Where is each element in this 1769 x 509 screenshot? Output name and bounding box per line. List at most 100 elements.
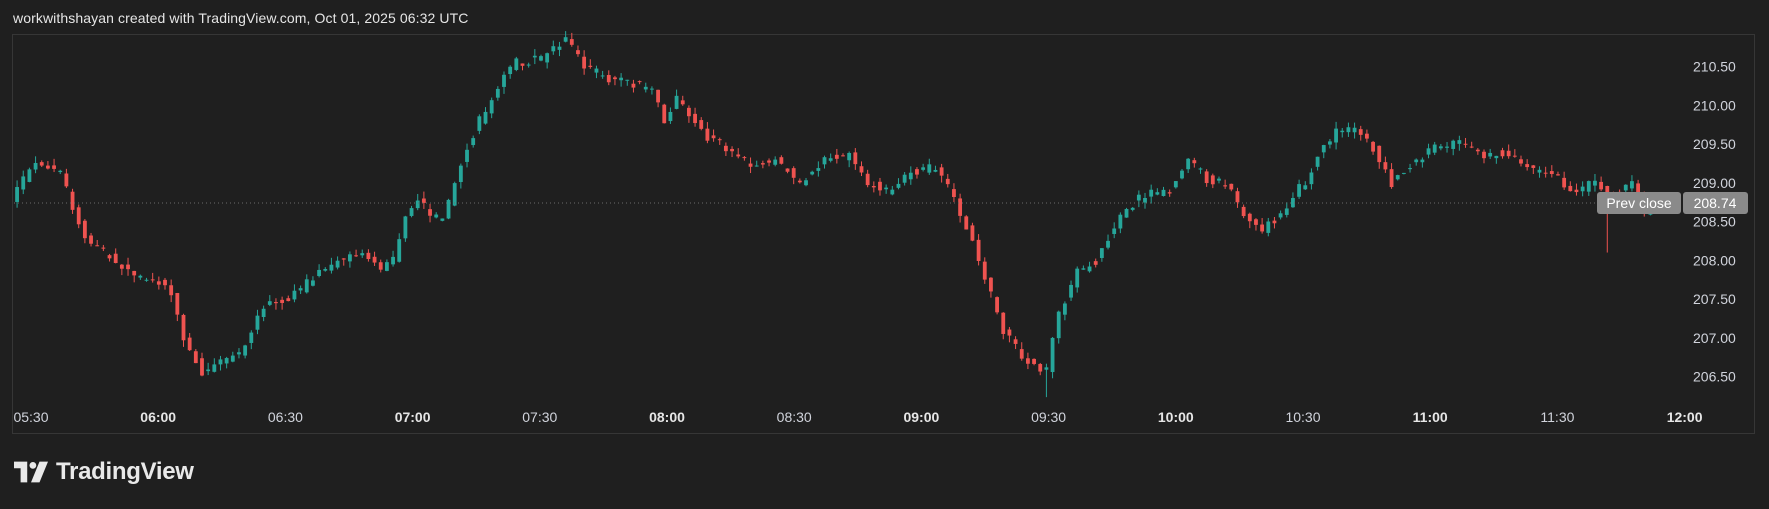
candle-body — [1494, 155, 1499, 159]
candle-body — [1161, 189, 1166, 196]
candle-body — [101, 247, 106, 249]
y-tick-label: 208.50 — [1693, 214, 1736, 230]
candle-body — [45, 165, 50, 169]
candle — [58, 169, 63, 175]
candle — [1019, 342, 1024, 361]
candle — [1463, 137, 1468, 148]
candle — [458, 163, 463, 189]
candle-body — [144, 279, 149, 281]
candle — [1494, 155, 1499, 164]
candle-body — [212, 364, 217, 372]
candle — [1192, 157, 1197, 168]
candle — [1235, 187, 1240, 208]
candle-body — [156, 281, 161, 285]
candle — [1321, 144, 1326, 159]
candle-body — [335, 260, 340, 268]
candle-body — [1377, 145, 1382, 163]
candle — [859, 161, 864, 177]
candle — [70, 188, 75, 214]
candle — [1001, 312, 1006, 340]
candle-body — [132, 270, 137, 276]
candle-body — [384, 262, 389, 271]
candle — [1217, 176, 1221, 184]
candle-body — [865, 173, 870, 186]
candle-body — [70, 191, 75, 210]
candle — [834, 148, 839, 164]
candle — [193, 349, 198, 364]
candle-body — [1500, 150, 1505, 157]
y-tick-label: 210.50 — [1693, 59, 1736, 75]
candle — [237, 348, 241, 359]
candle — [403, 215, 408, 242]
candle — [927, 158, 932, 175]
candle — [1241, 204, 1246, 219]
candle-body — [1266, 221, 1271, 233]
candle-body — [1247, 213, 1252, 222]
candle — [1358, 125, 1363, 141]
candle-body — [440, 218, 445, 221]
candle-body — [1457, 140, 1462, 144]
candle-body — [569, 39, 574, 45]
candle-body — [477, 116, 482, 131]
candle-body — [237, 352, 241, 355]
candle-body — [637, 81, 642, 83]
candle — [384, 259, 389, 272]
candle-body — [1463, 143, 1468, 145]
candle-body — [1506, 150, 1511, 157]
candle-body — [773, 159, 778, 165]
x-tick-label: 10:00 — [1158, 409, 1194, 425]
candle-body — [828, 158, 833, 161]
candle-body — [181, 314, 186, 341]
prev-close-value: 208.74 — [1694, 195, 1737, 211]
candle — [723, 142, 728, 156]
candle — [1106, 234, 1110, 250]
candle — [1229, 183, 1234, 192]
candle-body — [341, 258, 346, 260]
candle-body — [982, 261, 987, 280]
candle — [39, 160, 44, 167]
candle — [82, 219, 87, 244]
candle — [643, 82, 648, 93]
candle — [1531, 164, 1536, 174]
candle-body — [311, 280, 315, 286]
candle — [785, 168, 790, 174]
x-tick-label: 08:30 — [777, 409, 812, 425]
candle — [1186, 158, 1191, 174]
candle — [1432, 141, 1437, 156]
candle-body — [82, 220, 87, 239]
y-tick-label: 208.00 — [1693, 252, 1736, 268]
candle-body — [822, 157, 827, 165]
candle — [1260, 218, 1265, 234]
candle-body — [274, 302, 278, 304]
x-tick-label: 10:30 — [1285, 409, 1320, 425]
candle — [908, 166, 913, 185]
candle-body — [1155, 192, 1160, 195]
candle-body — [366, 252, 371, 260]
candle — [902, 172, 907, 186]
candle-body — [1099, 248, 1104, 258]
candle — [1161, 186, 1166, 197]
tradingview-brand[interactable]: TradingView — [14, 458, 194, 486]
candle — [952, 183, 956, 203]
candle — [27, 167, 32, 183]
candle — [1013, 336, 1018, 350]
candle-body — [1112, 228, 1117, 234]
candle-body — [594, 68, 599, 73]
candle-body — [1038, 364, 1043, 372]
candle — [1026, 352, 1030, 370]
candle-body — [378, 262, 383, 270]
candle — [292, 284, 297, 303]
candle — [576, 45, 580, 57]
candle-body — [1019, 349, 1024, 359]
candle-body — [323, 269, 328, 271]
candle-body — [1007, 329, 1012, 336]
candle-body — [1599, 181, 1604, 190]
candle-body — [409, 208, 414, 216]
candle-body — [1291, 198, 1295, 208]
candle — [1278, 210, 1283, 220]
candle-body — [1525, 164, 1530, 168]
candle-body — [428, 209, 432, 216]
x-tick-label: 12:00 — [1667, 409, 1703, 425]
candle-body — [163, 279, 167, 286]
